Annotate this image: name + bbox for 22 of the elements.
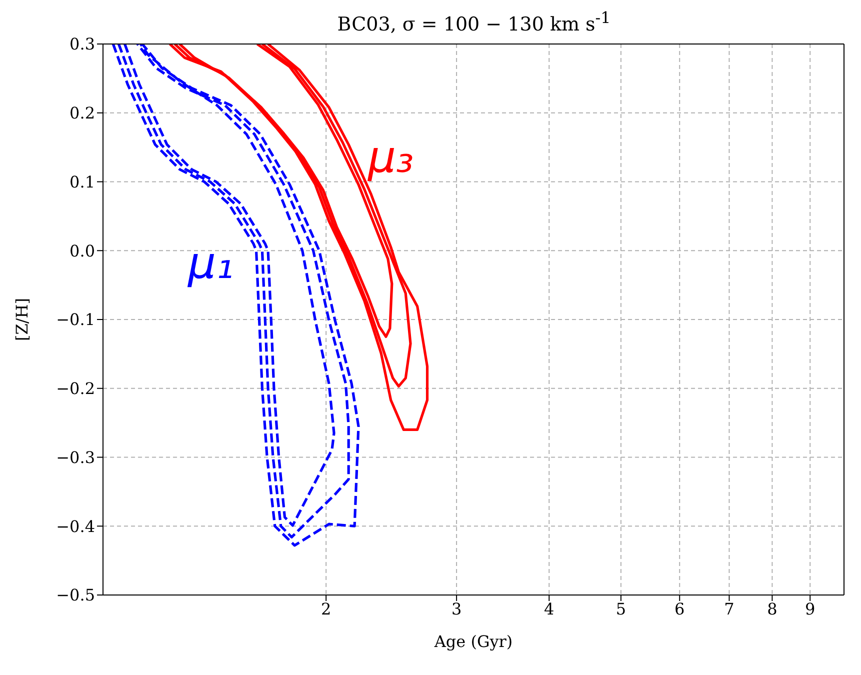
y-tick-label: 0.1 (70, 172, 95, 192)
annotation: μ₃ (368, 132, 414, 183)
chart-title: BC03, σ = 100 − 130 km s$^{-1}$ (336, 8, 612, 36)
y-tick-label: −0.5 (56, 586, 95, 606)
y-tick-label: 0.3 (70, 35, 95, 54)
x-tick-label: 9 (805, 600, 816, 619)
x-tick-label: 4 (544, 600, 554, 619)
y-tick-label: 0.2 (70, 104, 95, 123)
y-tick-label: −0.2 (56, 379, 95, 398)
x-tick-label: 3 (451, 600, 462, 619)
y-tick-label: −0.1 (56, 310, 95, 330)
x-tick-label: 2 (320, 600, 332, 619)
x-axis-title: Age (Gyr) (433, 632, 513, 652)
y-tick-label: −0.3 (56, 448, 95, 468)
annotation: μ₁ (188, 238, 234, 289)
x-tick-label: 6 (674, 600, 685, 619)
y-tick-label: 0.0 (70, 242, 95, 261)
x-tick-label: 8 (767, 600, 778, 619)
y-axis-title: [Z/H] (12, 298, 32, 342)
y-tick-label: −0.4 (56, 517, 95, 536)
x-tick-label: 7 (724, 600, 734, 619)
x-tick-label: 5 (616, 600, 626, 619)
